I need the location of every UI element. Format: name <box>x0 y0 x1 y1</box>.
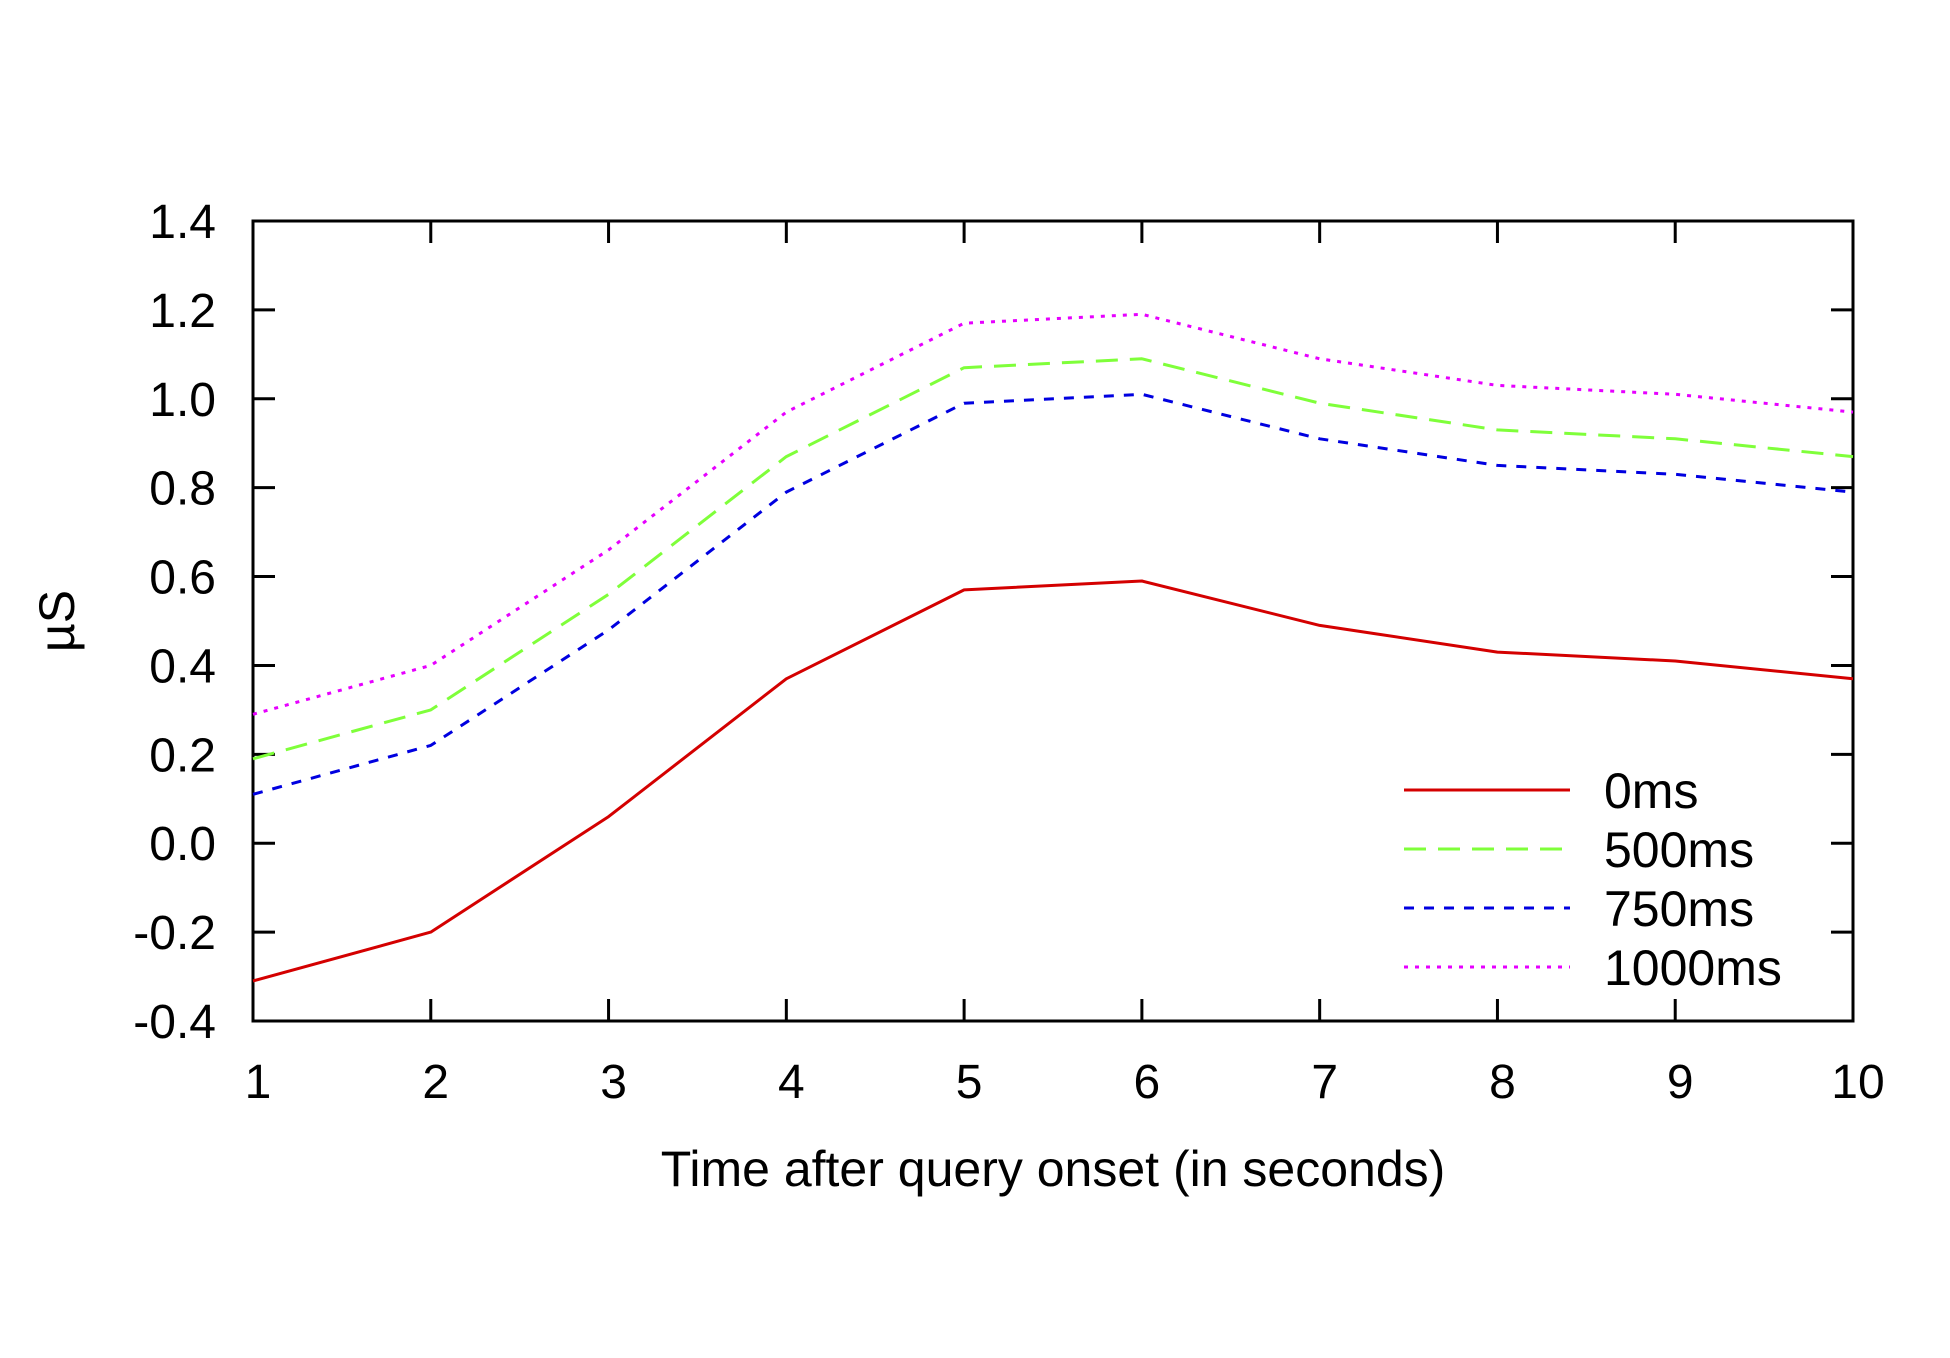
y-tick-label: 0.4 <box>149 640 216 693</box>
series-line-1000ms <box>252 312 1854 716</box>
y-axis-title: µS <box>29 590 85 652</box>
x-tick-label: 7 <box>1311 1056 1338 1109</box>
legend-label: 500ms <box>1604 822 1754 878</box>
x-tick-label: 3 <box>600 1056 627 1109</box>
x-tick-label: 10 <box>1831 1056 1884 1109</box>
plot-frame <box>251 219 1855 1023</box>
series-line-0ms <box>252 579 1854 983</box>
x-tick-label: 4 <box>778 1056 805 1109</box>
series-line-750ms <box>252 392 1854 796</box>
y-tick-label: 1.2 <box>149 285 216 338</box>
x-tick-label: 8 <box>1489 1056 1516 1109</box>
y-tick-labels: -0.4 -0.2 0.0 0.2 0.4 0.6 0.8 1.0 1.2 1.4 <box>133 196 216 1049</box>
axis-ticks <box>251 219 1855 1023</box>
x-axis-title: Time after query onset (in seconds) <box>661 1141 1446 1197</box>
y-tick-label: 0.8 <box>149 463 216 516</box>
x-tick-label: 5 <box>956 1056 983 1109</box>
x-tick-label: 9 <box>1667 1056 1694 1109</box>
series-lines <box>252 312 1854 983</box>
legend-label: 750ms <box>1604 881 1754 937</box>
y-tick-label: -0.4 <box>133 996 216 1049</box>
y-tick-label: -0.2 <box>133 907 216 960</box>
x-tick-labels: 1 2 3 4 5 6 7 8 9 10 <box>245 1056 1885 1109</box>
y-tick-label: 1.4 <box>149 196 216 249</box>
series-line-500ms <box>252 357 1854 761</box>
y-tick-label: 0.6 <box>149 552 216 605</box>
y-tick-label: 0.0 <box>149 818 216 871</box>
x-tick-label: 2 <box>422 1056 449 1109</box>
x-tick-label: 6 <box>1134 1056 1161 1109</box>
legend-label: 0ms <box>1604 763 1698 819</box>
legend-label: 1000ms <box>1604 940 1782 996</box>
x-tick-label: 1 <box>245 1056 272 1109</box>
y-tick-label: 1.0 <box>149 374 216 427</box>
y-tick-label: 0.2 <box>149 729 216 782</box>
